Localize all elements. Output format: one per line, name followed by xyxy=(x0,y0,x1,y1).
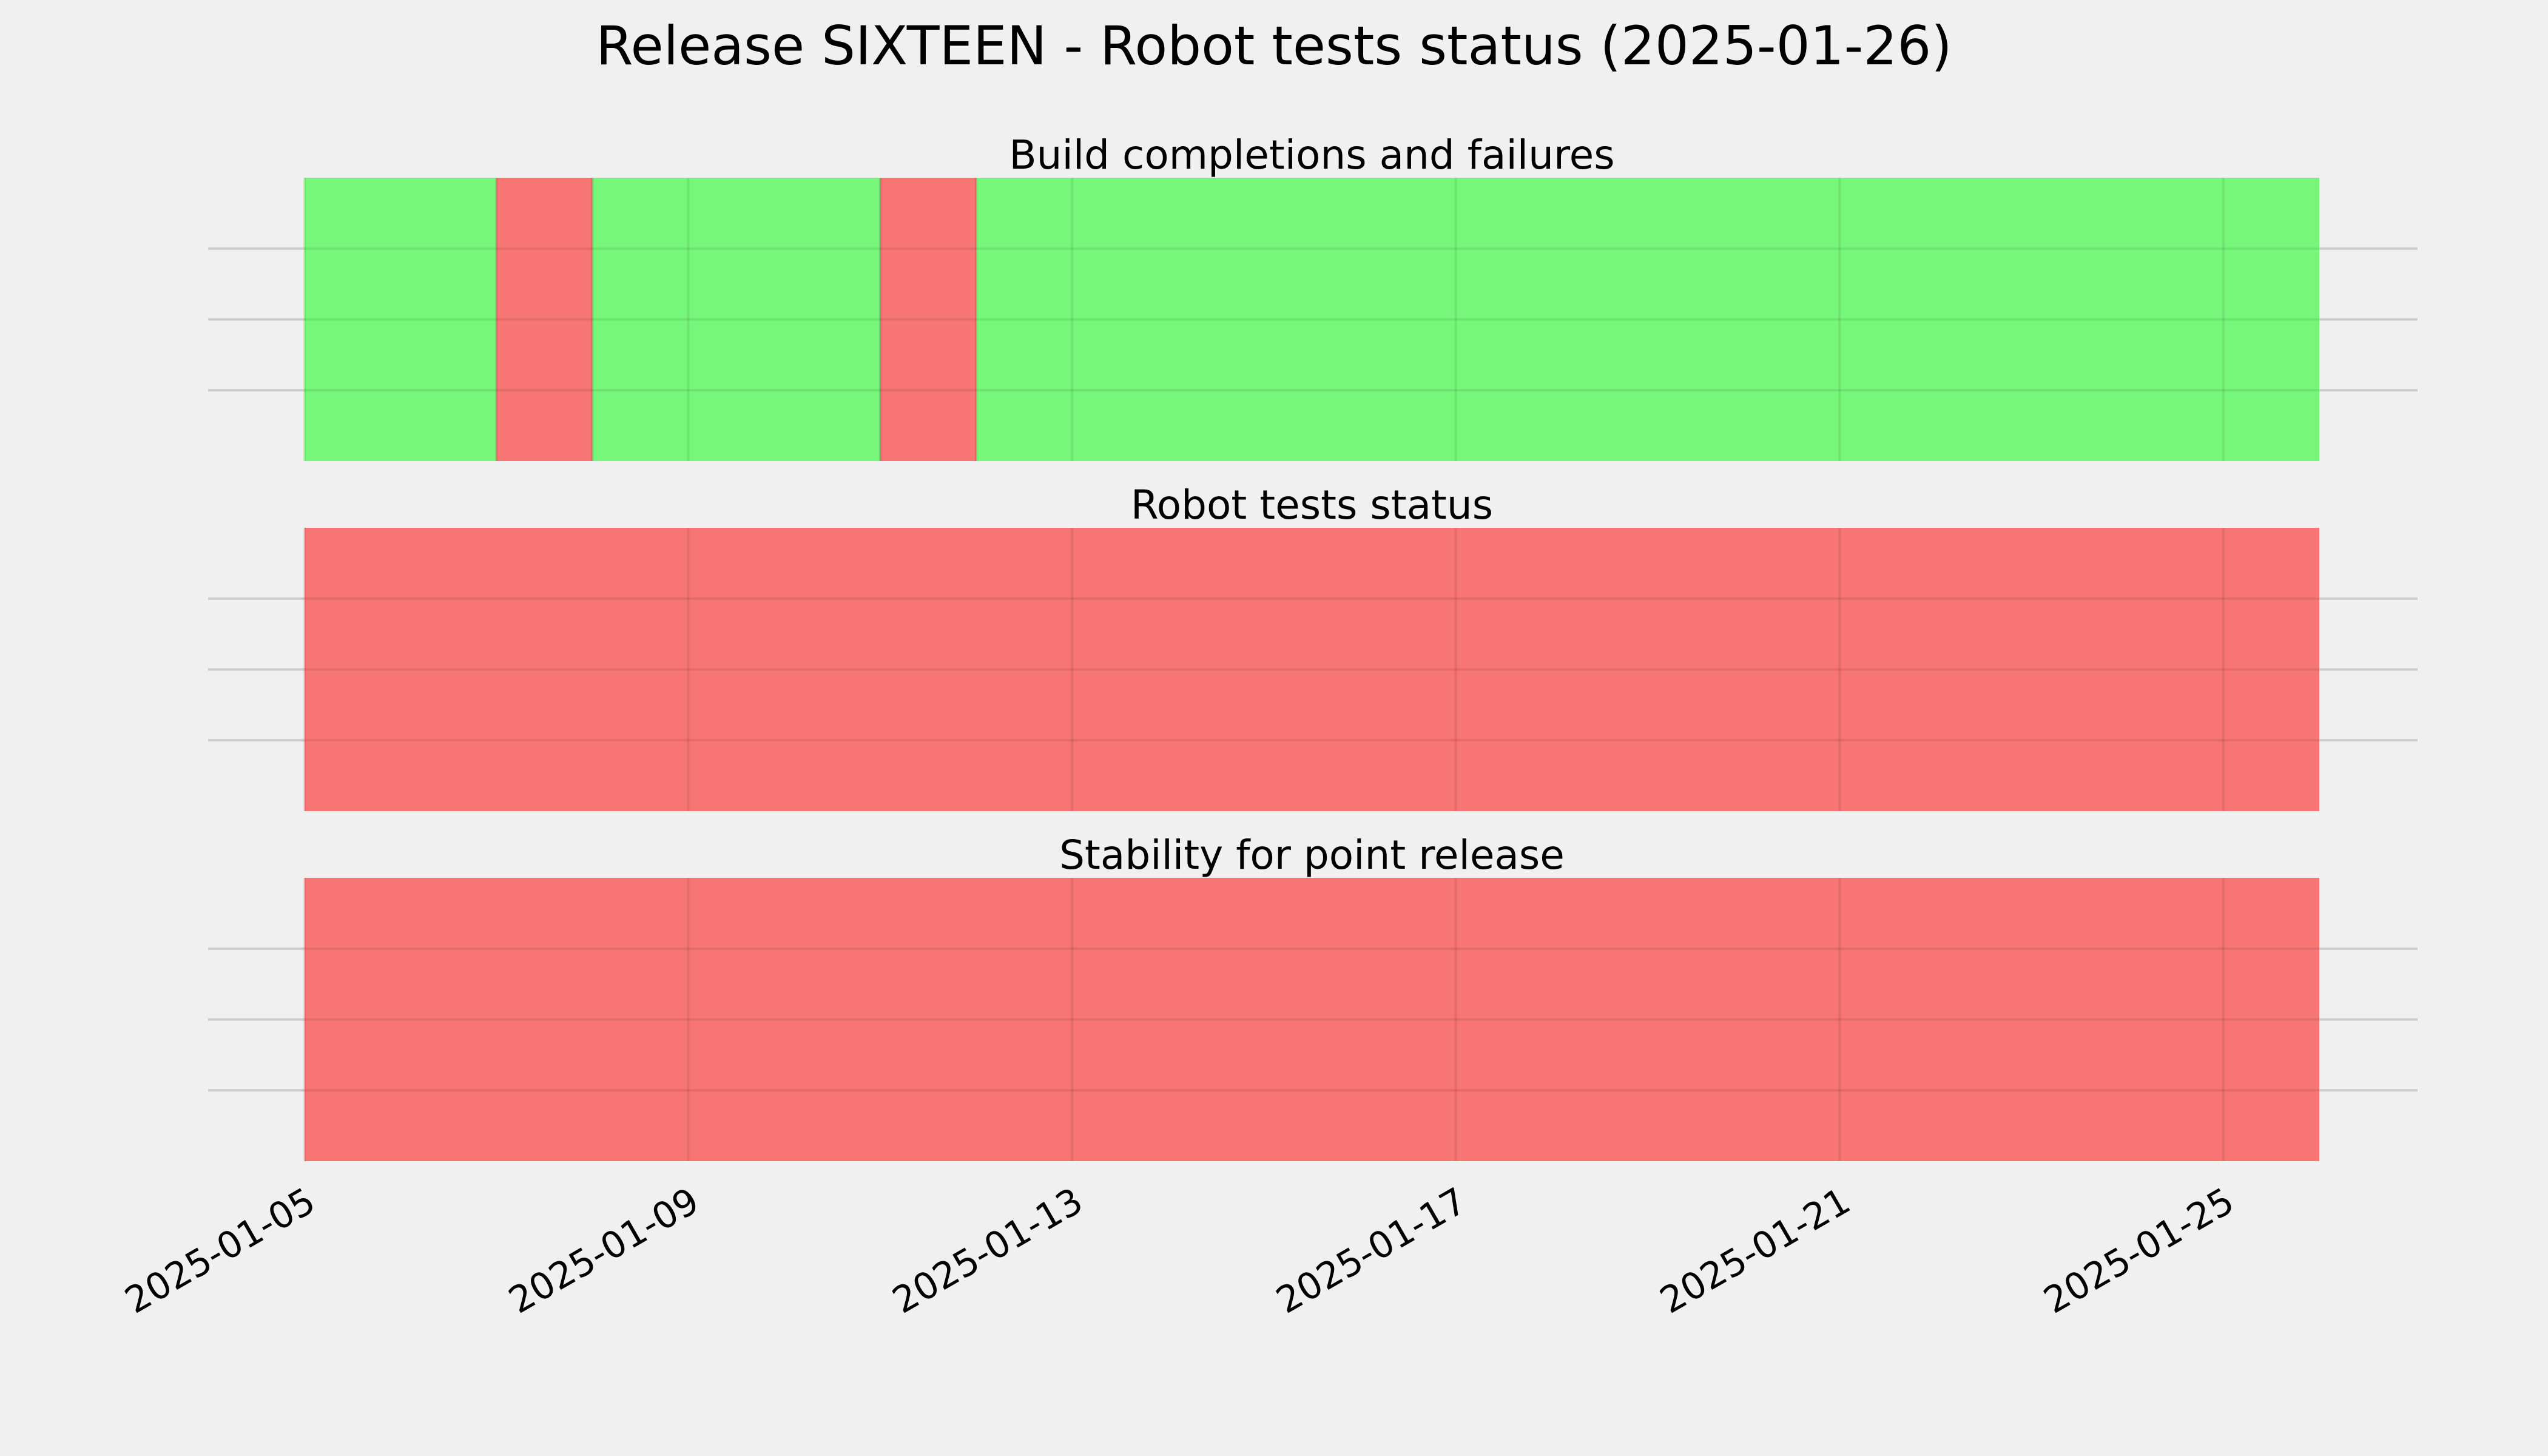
status-segment-fail xyxy=(496,178,593,461)
x-tick-label: 2025-01-25 xyxy=(2037,1179,2241,1322)
panels: Build completions and failures Robot test… xyxy=(208,132,2418,1161)
x-tick-label: 2025-01-09 xyxy=(502,1179,706,1322)
status-segment-fail xyxy=(880,178,976,461)
status-segment-fail xyxy=(305,878,2319,1161)
x-tick-label: 2025-01-21 xyxy=(1653,1179,1858,1322)
status-segment-pass xyxy=(976,178,2319,461)
panel-title: Stability for point release xyxy=(1059,832,1565,878)
x-tick-label: 2025-01-17 xyxy=(1269,1179,1474,1322)
x-tick-label: 2025-01-13 xyxy=(886,1179,1090,1322)
status-segment-pass xyxy=(592,178,880,461)
panel-1: Build completions and failures xyxy=(208,132,2418,461)
chart-title: Release SIXTEEN - Robot tests status (20… xyxy=(596,15,1952,77)
status-segment-pass xyxy=(305,178,497,461)
x-axis: 2025-01-05 2025-01-09 2025-01-13 2025-01-17… xyxy=(118,1179,2242,1322)
panel-title: Robot tests status xyxy=(1131,482,1493,528)
panel-2: Robot tests status xyxy=(208,482,2418,811)
x-tick-label: 2025-01-05 xyxy=(118,1179,323,1322)
panel-title: Build completions and failures xyxy=(1009,132,1614,178)
status-segment-fail xyxy=(305,528,2319,811)
panel-3: Stability for point release xyxy=(208,832,2418,1161)
